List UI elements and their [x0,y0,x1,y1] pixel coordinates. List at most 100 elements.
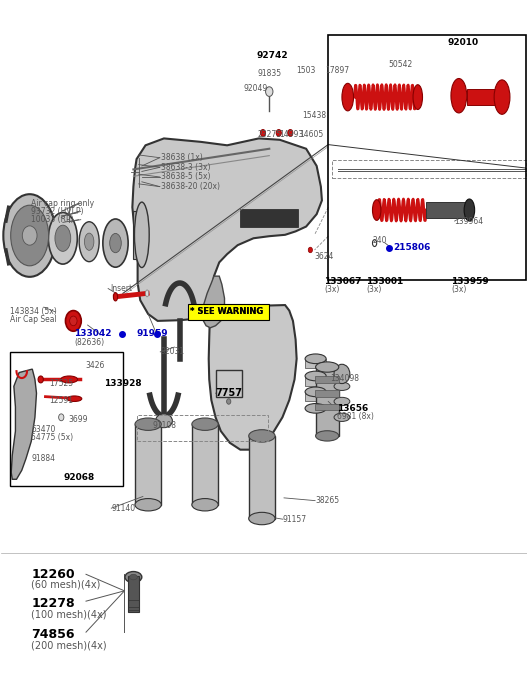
Text: 91884: 91884 [31,454,55,463]
Text: 3699: 3699 [68,415,88,424]
Ellipse shape [342,83,354,111]
Ellipse shape [125,571,142,582]
Bar [10,352,124,486]
Ellipse shape [70,316,77,326]
Ellipse shape [334,397,350,406]
Text: Air Cap Seal: Air Cap Seal [10,315,57,324]
Text: 38638 (1x): 38638 (1x) [162,153,203,162]
Text: 215806: 215806 [393,244,430,253]
Bar [328,35,526,279]
Polygon shape [11,369,36,480]
Text: 91108: 91108 [153,421,176,430]
Polygon shape [209,305,297,450]
Text: * SEE WARNING: * SEE WARNING [190,308,263,317]
Bar [315,390,340,397]
Ellipse shape [135,499,162,511]
Text: 133959: 133959 [451,277,489,286]
Ellipse shape [249,430,275,442]
Text: 14605: 14605 [299,130,323,139]
Text: (200 mesh)(4x): (200 mesh)(4x) [31,640,107,650]
Ellipse shape [65,310,81,331]
Polygon shape [203,276,224,328]
Ellipse shape [135,202,149,268]
Text: 10033 (RP): 10033 (RP) [31,215,74,224]
Ellipse shape [59,414,64,421]
Text: Air cap ring only: Air cap ring only [31,199,95,208]
Text: 133001: 133001 [366,277,403,286]
Text: 133067: 133067 [324,277,362,286]
Text: 139964: 139964 [455,217,484,226]
Text: 1503: 1503 [297,66,316,75]
Ellipse shape [110,233,121,253]
Bar [467,89,498,106]
Bar [187,304,269,319]
Ellipse shape [305,354,326,364]
Ellipse shape [305,404,326,413]
Ellipse shape [135,418,162,431]
Text: 3426: 3426 [85,361,105,370]
Text: 17525: 17525 [49,379,73,388]
Text: (60 mesh)(4x): (60 mesh)(4x) [31,580,101,590]
Bar [305,392,326,402]
Ellipse shape [192,418,218,431]
Text: 50542: 50542 [389,60,413,69]
Ellipse shape [55,225,71,251]
Text: 133042: 133042 [74,330,112,339]
Bar [316,367,339,436]
Ellipse shape [464,199,475,221]
Bar [134,210,142,259]
Polygon shape [133,139,322,321]
Text: 13656: 13656 [337,404,368,413]
Ellipse shape [288,130,293,137]
Ellipse shape [260,130,266,137]
Bar [305,376,326,386]
Text: 3624: 3624 [315,252,334,261]
Text: 17897: 17897 [326,66,350,75]
Ellipse shape [156,414,172,428]
Text: 14993: 14993 [279,130,303,139]
Ellipse shape [227,399,231,404]
Ellipse shape [316,362,339,372]
Text: (3x): (3x) [451,286,467,295]
Ellipse shape [334,413,350,422]
Text: 134098: 134098 [330,374,359,383]
Text: Insert: Insert [110,284,133,293]
Ellipse shape [334,382,350,391]
Text: 93732 (HVLP): 93732 (HVLP) [31,207,84,216]
Bar [249,436,275,518]
Text: (100 mesh)(4x): (100 mesh)(4x) [31,609,107,619]
Text: 38638-20 (20x): 38638-20 (20x) [162,182,220,191]
Bar [315,404,340,411]
Ellipse shape [276,130,281,137]
Text: 38638-5 (5x): 38638-5 (5x) [162,172,211,181]
Text: 133928: 133928 [104,379,142,388]
Ellipse shape [494,80,510,115]
Ellipse shape [316,431,339,441]
Text: 12278: 12278 [31,598,75,611]
Ellipse shape [266,87,273,97]
Text: 92031: 92031 [161,347,184,357]
Ellipse shape [451,79,467,113]
Bar [305,359,326,368]
Ellipse shape [413,85,422,110]
Ellipse shape [372,199,381,220]
Text: 91140: 91140 [111,504,135,513]
Text: 38265: 38265 [315,496,339,505]
Text: 23275: 23275 [258,130,282,139]
Ellipse shape [305,371,326,381]
Ellipse shape [114,293,118,301]
Bar [315,376,340,383]
Ellipse shape [22,226,37,245]
Text: 92049: 92049 [244,84,268,93]
Text: 15438: 15438 [303,111,326,120]
Bar [426,201,468,218]
Bar [215,371,242,397]
Ellipse shape [11,205,49,266]
Text: 38638-3 (3x): 38638-3 (3x) [162,163,211,172]
Text: * SEE WARNING: * SEE WARNING [190,308,263,317]
Text: 143834 (5x): 143834 (5x) [10,308,57,317]
Ellipse shape [3,194,56,277]
Ellipse shape [129,574,137,580]
Text: 7757: 7757 [215,388,242,398]
Text: 92010: 92010 [448,37,478,46]
